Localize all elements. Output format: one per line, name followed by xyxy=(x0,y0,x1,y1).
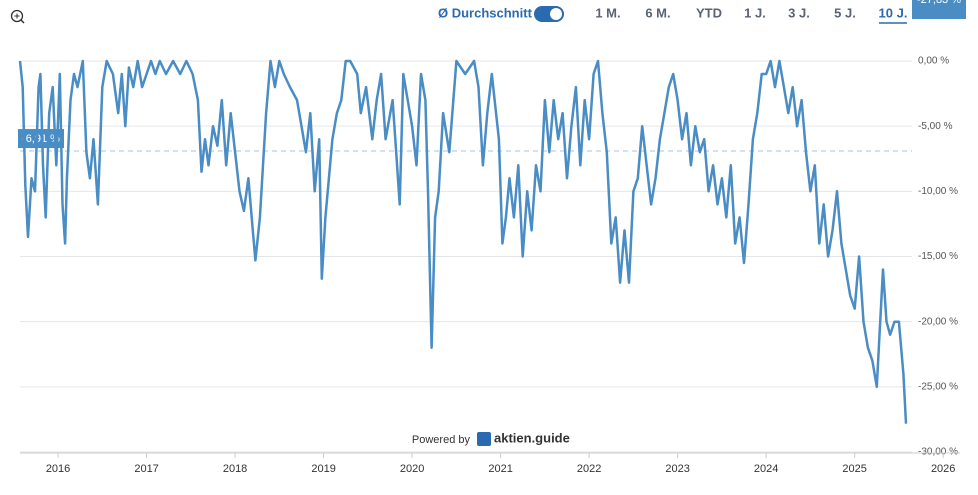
y-tick-label: -15,00 % xyxy=(918,251,958,262)
x-tick-label: 2025 xyxy=(842,463,866,475)
value-badge xyxy=(912,0,966,19)
x-tick-label: 2019 xyxy=(311,463,335,475)
range-button[interactable]: 5 J. xyxy=(834,5,856,20)
y-tick-label: -10,00 % xyxy=(918,186,958,197)
y-tick-label: -25,00 % xyxy=(918,381,958,392)
range-button[interactable]: 3 J. xyxy=(788,5,810,20)
y-tick-label: -30,00 % xyxy=(918,447,958,458)
x-tick-label: 2023 xyxy=(665,463,689,475)
range-button[interactable]: YTD xyxy=(696,5,722,20)
x-tick-label: 2026 xyxy=(931,463,955,475)
range-button[interactable]: 10 J. xyxy=(879,5,908,20)
x-tick-label: 2022 xyxy=(577,463,601,475)
x-tick-label: 2020 xyxy=(400,463,424,475)
x-tick-label: 2021 xyxy=(488,463,512,475)
brand: aktien.guide xyxy=(494,430,570,445)
value-label: -27,83 % xyxy=(917,0,961,6)
brand-icon xyxy=(477,432,491,446)
range-button[interactable]: 1 M. xyxy=(595,5,620,20)
zoom-icon[interactable] xyxy=(10,9,25,24)
y-tick-label: -20,00 % xyxy=(918,316,958,327)
powered-by: Powered by xyxy=(412,434,471,446)
average-toggle-label[interactable]: Ø Durchschnitt xyxy=(438,5,533,20)
x-tick-label: 2018 xyxy=(223,463,247,475)
line xyxy=(18,59,908,424)
y-tick-label: 0,00 % xyxy=(918,56,949,67)
toggle[interactable] xyxy=(534,6,564,22)
range-button[interactable]: 6 M. xyxy=(645,5,670,20)
x-tick-label: 2017 xyxy=(134,463,158,475)
y-tick-label: -5,00 % xyxy=(918,121,953,132)
range-button[interactable]: 1 J. xyxy=(744,5,766,20)
x-tick-label: 2024 xyxy=(754,463,778,475)
x-tick-label: 2016 xyxy=(46,463,70,475)
